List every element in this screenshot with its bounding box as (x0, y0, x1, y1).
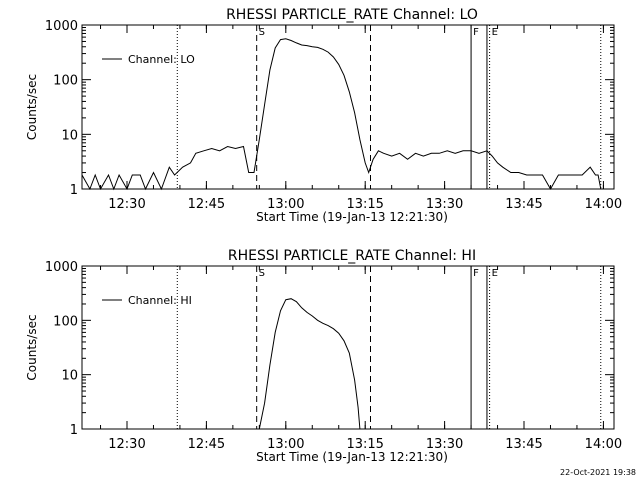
y-tick-label: 1 (70, 423, 78, 438)
x-tick-label: 12:30 (108, 437, 145, 452)
x-tick-label: 12:45 (188, 197, 225, 212)
lo-channel-panel: RHESSI PARTICLE_RATE Channel: LO Start Ti… (25, 7, 622, 224)
event-marker-label: E (492, 27, 498, 38)
x-tick-label: 13:15 (346, 437, 383, 452)
x-tick-label: 13:00 (267, 437, 304, 452)
y-tick-label: 1 (70, 183, 78, 198)
x-tick-label: 12:45 (188, 437, 225, 452)
event-marker-label: F (473, 27, 479, 38)
y-axis-label: Counts/sec (25, 74, 39, 140)
x-tick-label: 12:30 (108, 197, 145, 212)
y-tick-label: 100 (53, 74, 78, 89)
x-tick-label: 13:30 (426, 197, 463, 212)
x-tick-label: 13:00 (267, 197, 304, 212)
legend-label: Channel: HI (128, 294, 192, 307)
x-tick-label: 13:30 (426, 437, 463, 452)
hi-channel-panel: RHESSI PARTICLE_RATE Channel: HI Start Ti… (25, 248, 622, 464)
plot-frame (81, 24, 615, 190)
event-marker-label: S (259, 268, 265, 279)
y-tick-label: 1000 (45, 19, 78, 34)
y-tick-label: 10 (61, 128, 78, 143)
plot-timestamp: 22-Oct-2021 19:38 (560, 468, 636, 477)
plot-frame (81, 265, 615, 430)
x-tick-label: 14:00 (585, 437, 622, 452)
event-marker-label: F (473, 268, 479, 279)
event-marker-label: S (259, 27, 265, 38)
series-line (258, 298, 361, 430)
y-tick-label: 1000 (45, 260, 78, 275)
y-tick-label: 10 (61, 369, 78, 384)
x-tick-label: 14:00 (585, 197, 622, 212)
y-axis-label: Counts/sec (25, 314, 39, 380)
legend-label: Channel: LO (128, 53, 195, 66)
x-tick-label: 13:15 (346, 197, 383, 212)
x-axis-label: Start Time (19-Jan-13 12:21:30) (256, 450, 448, 464)
x-tick-label: 13:45 (505, 197, 542, 212)
chart-title: RHESSI PARTICLE_RATE Channel: LO (226, 7, 478, 23)
x-axis-label: Start Time (19-Jan-13 12:21:30) (256, 210, 448, 224)
x-tick-label: 13:45 (505, 437, 542, 452)
y-tick-label: 100 (53, 314, 78, 329)
event-marker-label: E (492, 268, 498, 279)
series-line (81, 38, 602, 191)
chart-title: RHESSI PARTICLE_RATE Channel: HI (228, 248, 476, 264)
